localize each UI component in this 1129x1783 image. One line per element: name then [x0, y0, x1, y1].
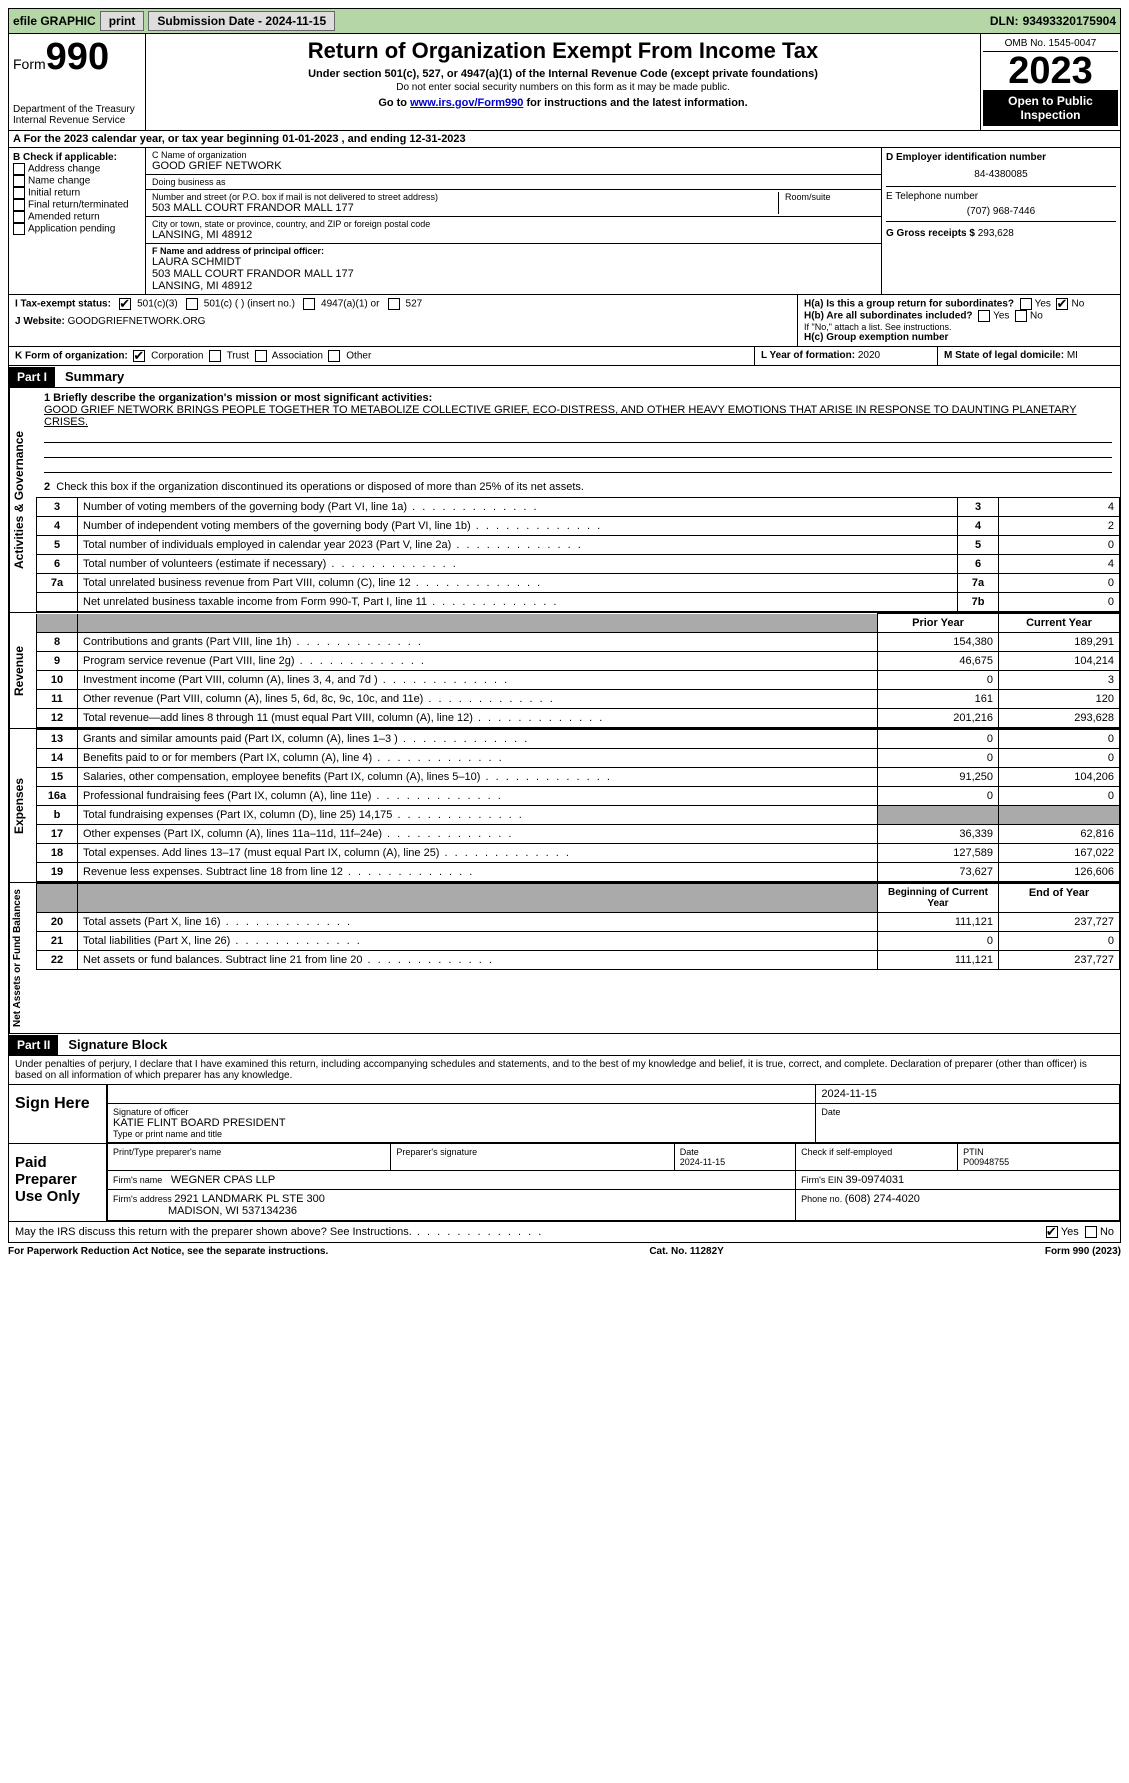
dept-label: Department of the Treasury Internal Reve…: [13, 104, 141, 126]
table-row: 10Investment income (Part VIII, column (…: [37, 671, 1120, 690]
gross-receipts: 293,628: [978, 228, 1014, 239]
irs-link[interactable]: www.irs.gov/Form990: [410, 97, 523, 109]
col-c: C Name of organization GOOD GRIEF NETWOR…: [146, 148, 882, 294]
table-row: 14Benefits paid to or for members (Part …: [37, 749, 1120, 768]
subtitle-1: Under section 501(c), 527, or 4947(a)(1)…: [150, 68, 976, 80]
table-netassets: Beginning of Current Year End of Year 20…: [36, 883, 1120, 970]
vtab-activities: Activities & Governance: [9, 388, 36, 612]
checkbox-trust[interactable]: [209, 350, 221, 362]
checkbox-hb-yes[interactable]: [978, 310, 990, 322]
table-row: 9Program service revenue (Part VIII, lin…: [37, 652, 1120, 671]
col-de: D Employer identification number 84-4380…: [882, 148, 1120, 294]
section-bcde: B Check if applicable: Address change Na…: [8, 148, 1121, 295]
efile-label: efile GRAPHIC: [13, 14, 96, 28]
table-row: 22Net assets or fund balances. Subtract …: [37, 951, 1120, 970]
ptin: P00948755: [963, 1157, 1009, 1167]
checkbox-ha-yes[interactable]: [1020, 298, 1032, 310]
dln-value: 93493320175904: [1023, 14, 1116, 28]
table-row: 17Other expenses (Part IX, column (A), l…: [37, 825, 1120, 844]
row-i-h: I Tax-exempt status: 501(c)(3) 501(c) ( …: [8, 295, 1121, 347]
checkbox-corp[interactable]: [133, 350, 145, 362]
table-row: 21Total liabilities (Part X, line 26)00: [37, 932, 1120, 951]
mission-text: GOOD GRIEF NETWORK BRINGS PEOPLE TOGETHE…: [44, 404, 1077, 428]
sign-date: 2024-11-15: [816, 1085, 1120, 1104]
year-formation: 2020: [858, 350, 880, 361]
checkbox-527[interactable]: [388, 298, 400, 310]
table-row: 16aProfessional fundraising fees (Part I…: [37, 787, 1120, 806]
table-row: 7aTotal unrelated business revenue from …: [37, 574, 1120, 593]
officer-name: LAURA SCHMIDT: [152, 256, 875, 268]
website: GOODGRIEFNETWORK.ORG: [68, 316, 206, 327]
telephone: (707) 968-7446: [886, 202, 1116, 221]
checkbox-ha-no[interactable]: [1056, 298, 1068, 310]
row-klm: K Form of organization: Corporation Trus…: [8, 347, 1121, 366]
checkbox-amended[interactable]: [13, 211, 25, 223]
vtab-netassets: Net Assets or Fund Balances: [9, 883, 36, 1033]
checkbox-other[interactable]: [328, 350, 340, 362]
line-1: 1 Briefly describe the organization's mi…: [36, 388, 1120, 477]
table-activities: 3Number of voting members of the governi…: [36, 497, 1120, 612]
row-a: A For the 2023 calendar year, or tax yea…: [8, 131, 1121, 148]
vtab-revenue: Revenue: [9, 613, 36, 728]
checkbox-name-change[interactable]: [13, 175, 25, 187]
table-row: 5Total number of individuals employed in…: [37, 536, 1120, 555]
city-state-zip: LANSING, MI 48912: [152, 229, 875, 241]
checkbox-501c3[interactable]: [119, 298, 131, 310]
table-row: Net unrelated business taxable income fr…: [37, 593, 1120, 612]
street-address: 503 MALL COURT FRANDOR MALL 177: [152, 202, 772, 214]
declaration: Under penalties of perjury, I declare th…: [8, 1056, 1121, 1085]
table-row: 8Contributions and grants (Part VIII, li…: [37, 633, 1120, 652]
checkbox-final-return[interactable]: [13, 199, 25, 211]
paid-preparer-block: Paid Preparer Use Only Print/Type prepar…: [8, 1144, 1121, 1222]
firm-ein: 39-0974031: [845, 1174, 904, 1186]
table-row: 13Grants and similar amounts paid (Part …: [37, 730, 1120, 749]
print-button[interactable]: print: [100, 11, 145, 31]
state-domicile: MI: [1067, 350, 1078, 361]
page-footer: For Paperwork Reduction Act Notice, see …: [8, 1243, 1121, 1260]
checkbox-initial-return[interactable]: [13, 187, 25, 199]
dln-label: DLN:: [990, 14, 1019, 28]
col-b: B Check if applicable: Address change Na…: [9, 148, 146, 294]
table-row: 18Total expenses. Add lines 13–17 (must …: [37, 844, 1120, 863]
table-row: 12Total revenue—add lines 8 through 11 (…: [37, 709, 1120, 728]
checkbox-assoc[interactable]: [255, 350, 267, 362]
checkbox-pending[interactable]: [13, 223, 25, 235]
checkbox-discuss-yes[interactable]: [1046, 1226, 1058, 1238]
org-name: GOOD GRIEF NETWORK: [152, 160, 875, 172]
table-expenses: 13Grants and similar amounts paid (Part …: [36, 729, 1120, 882]
part1-header: Part I Summary: [8, 366, 1121, 388]
officer-signature: KATIE FLINT BOARD PRESIDENT: [113, 1117, 286, 1129]
part2-header: Part II Signature Block: [8, 1034, 1121, 1056]
sign-here-block: Sign Here 2024-11-15 Signature of office…: [8, 1085, 1121, 1144]
vtab-expenses: Expenses: [9, 729, 36, 882]
table-row: 19Revenue less expenses. Subtract line 1…: [37, 863, 1120, 882]
table-row: 4Number of independent voting members of…: [37, 517, 1120, 536]
table-row: bTotal fundraising expenses (Part IX, co…: [37, 806, 1120, 825]
submission-date-button[interactable]: Submission Date - 2024-11-15: [148, 11, 335, 31]
checkbox-discuss-no[interactable]: [1085, 1226, 1097, 1238]
form-title: Return of Organization Exempt From Incom…: [150, 38, 976, 64]
inspection-label: Open to Public Inspection: [983, 90, 1118, 126]
table-row: 6Total number of volunteers (estimate if…: [37, 555, 1120, 574]
table-row: 3Number of voting members of the governi…: [37, 498, 1120, 517]
checkbox-4947[interactable]: [303, 298, 315, 310]
firm-name: WEGNER CPAS LLP: [171, 1174, 275, 1186]
form-header: Form990 Department of the Treasury Inter…: [8, 34, 1121, 131]
topbar: efile GRAPHIC print Submission Date - 20…: [8, 8, 1121, 34]
ein: 84-4380085: [886, 163, 1116, 186]
table-row: 11Other revenue (Part VIII, column (A), …: [37, 690, 1120, 709]
subtitle-3: Go to www.irs.gov/Form990 for instructio…: [150, 97, 976, 109]
line-2: 2 Check this box if the organization dis…: [36, 477, 1120, 497]
tax-year: 2023: [983, 52, 1118, 90]
table-row: 20Total assets (Part X, line 16)111,1212…: [37, 913, 1120, 932]
discuss-row: May the IRS discuss this return with the…: [8, 1222, 1121, 1243]
firm-phone: (608) 274-4020: [845, 1193, 920, 1205]
checkbox-hb-no[interactable]: [1015, 310, 1027, 322]
checkbox-501c[interactable]: [186, 298, 198, 310]
table-row: 15Salaries, other compensation, employee…: [37, 768, 1120, 787]
table-revenue: Prior Year Current Year 8Contributions a…: [36, 613, 1120, 728]
form-number: 990: [46, 36, 109, 78]
checkbox-address-change[interactable]: [13, 163, 25, 175]
subtitle-2: Do not enter social security numbers on …: [150, 82, 976, 93]
